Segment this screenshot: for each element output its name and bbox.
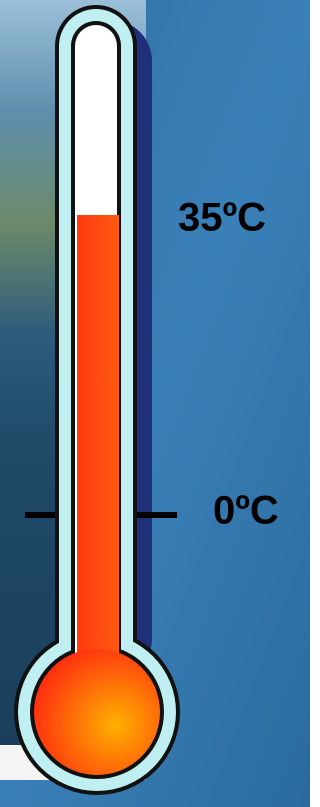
thermometer-scene: 35ºC 0ºC [0,0,310,807]
bulb-fluid [34,649,160,775]
label-35: 35ºC [178,196,266,240]
page: 35ºC 0ºC (() => { const data = JSON.pars… [0,0,310,807]
fluid [77,215,119,685]
label-0: 0ºC [213,489,279,533]
